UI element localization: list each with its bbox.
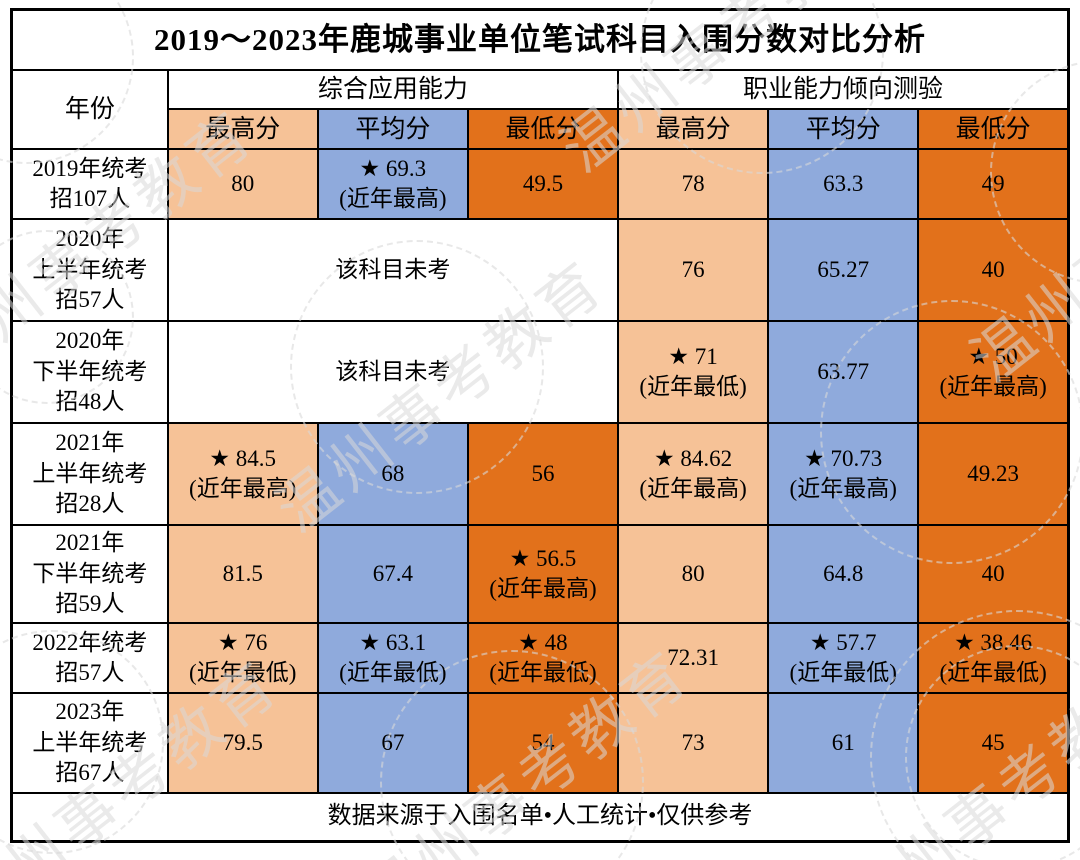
score-cell: 54 — [466, 692, 620, 794]
table-row-2021-h1: 2021年 上半年统考 招28人 ★ 84.5 (近年最高) 68 56 ★ 8… — [10, 422, 1070, 526]
table-title: 2019～2023年鹿城事业单位笔试科目入围分数对比分析 — [10, 8, 1070, 71]
subheader-max-2: 最高分 — [617, 108, 770, 150]
score-cell: ★ 76 (近年最低) — [166, 622, 319, 694]
score-cell: ★ 84.5 (近年最高) — [166, 422, 319, 526]
score-cell: ★ 38.46 (近年最低) — [917, 622, 1070, 694]
year-cell: 2021年 上半年统考 招28人 — [10, 422, 169, 526]
score-cell: ★ 57.7 (近年最低) — [767, 622, 920, 694]
table-footer-note: 数据来源于入围名单•人工统计•仅供参考 — [10, 792, 1070, 843]
score-cell: ★ 71 (近年最低) — [617, 320, 770, 424]
score-cell: 56 — [466, 422, 620, 526]
score-cell: ★ 48 (近年最低) — [466, 622, 620, 694]
score-cell: 65.27 — [767, 218, 920, 322]
subheader-min-2: 最低分 — [917, 108, 1070, 150]
score-cell: 80 — [617, 524, 770, 624]
score-cell: 67.4 — [316, 524, 469, 624]
year-cell: 2020年 下半年统考 招48人 — [10, 320, 169, 424]
year-cell: 2020年 上半年统考 招57人 — [10, 218, 169, 322]
year-cell: 2022年统考 招57人 — [10, 622, 169, 694]
score-cell: ★ 63.1 (近年最低) — [316, 622, 469, 694]
score-cell: 76 — [617, 218, 770, 322]
score-cell: 45 — [917, 692, 1070, 794]
year-cell: 2021年 下半年统考 招59人 — [10, 524, 169, 624]
subheader-avg-2: 平均分 — [767, 108, 920, 150]
score-cell: 49.5 — [466, 148, 620, 220]
score-cell: 49 — [917, 148, 1070, 220]
score-cell: ★ 69.3 (近年最高) — [316, 148, 469, 220]
score-comparison-table: 2019～2023年鹿城事业单位笔试科目入围分数对比分析 年份 综合应用能力 职… — [10, 8, 1070, 843]
score-cell: ★ 56.5 (近年最高) — [466, 524, 620, 624]
score-cell: 78 — [617, 148, 770, 220]
score-cell: 63.77 — [767, 320, 920, 424]
score-cell: ★ 84.62 (近年最高) — [617, 422, 770, 526]
table-row-2020-h1: 2020年 上半年统考 招57人 该科目未考 76 65.27 40 — [10, 218, 1070, 322]
score-cell: 63.3 — [767, 148, 920, 220]
score-cell: 40 — [917, 524, 1070, 624]
subheader-max-1: 最高分 — [166, 108, 319, 150]
score-cell: 80 — [166, 148, 319, 220]
score-cell: 40 — [917, 218, 1070, 322]
table-row-2022: 2022年统考 招57人 ★ 76 (近年最低) ★ 63.1 (近年最低) ★… — [10, 622, 1070, 694]
score-cell: 68 — [316, 422, 469, 526]
score-cell: 49.23 — [917, 422, 1070, 526]
not-tested-cell: 该科目未考 — [166, 218, 620, 322]
header-group-aptitude: 职业能力倾向测验 — [617, 69, 1070, 110]
score-cell: 73 — [617, 692, 770, 794]
table-row-2020-h2: 2020年 下半年统考 招48人 该科目未考 ★ 71 (近年最低) 63.77… — [10, 320, 1070, 424]
header-year: 年份 — [10, 69, 169, 150]
score-cell: 79.5 — [166, 692, 319, 794]
table-row-2019: 2019年统考 招107人 80 ★ 69.3 (近年最高) 49.5 78 6… — [10, 148, 1070, 220]
subheader-avg-1: 平均分 — [316, 108, 469, 150]
score-cell: ★ 50 (近年最高) — [917, 320, 1070, 424]
score-cell: 81.5 — [166, 524, 319, 624]
year-cell: 2019年统考 招107人 — [10, 148, 169, 220]
score-cell: 72.31 — [617, 622, 770, 694]
score-cell: 67 — [316, 692, 469, 794]
year-cell: 2023年 上半年统考 招67人 — [10, 692, 169, 794]
score-cell: ★ 70.73 (近年最高) — [767, 422, 920, 526]
score-cell: 61 — [767, 692, 920, 794]
table-row-2021-h2: 2021年 下半年统考 招59人 81.5 67.4 ★ 56.5 (近年最高)… — [10, 524, 1070, 624]
header-group-comprehensive: 综合应用能力 — [166, 69, 620, 110]
subheader-min-1: 最低分 — [466, 108, 620, 150]
table-row-2023-h1: 2023年 上半年统考 招67人 79.5 67 54 73 61 45 — [10, 692, 1070, 794]
score-table-container: 2019～2023年鹿城事业单位笔试科目入围分数对比分析 年份 综合应用能力 职… — [10, 8, 1070, 843]
score-cell: 64.8 — [767, 524, 920, 624]
not-tested-cell: 该科目未考 — [166, 320, 620, 424]
